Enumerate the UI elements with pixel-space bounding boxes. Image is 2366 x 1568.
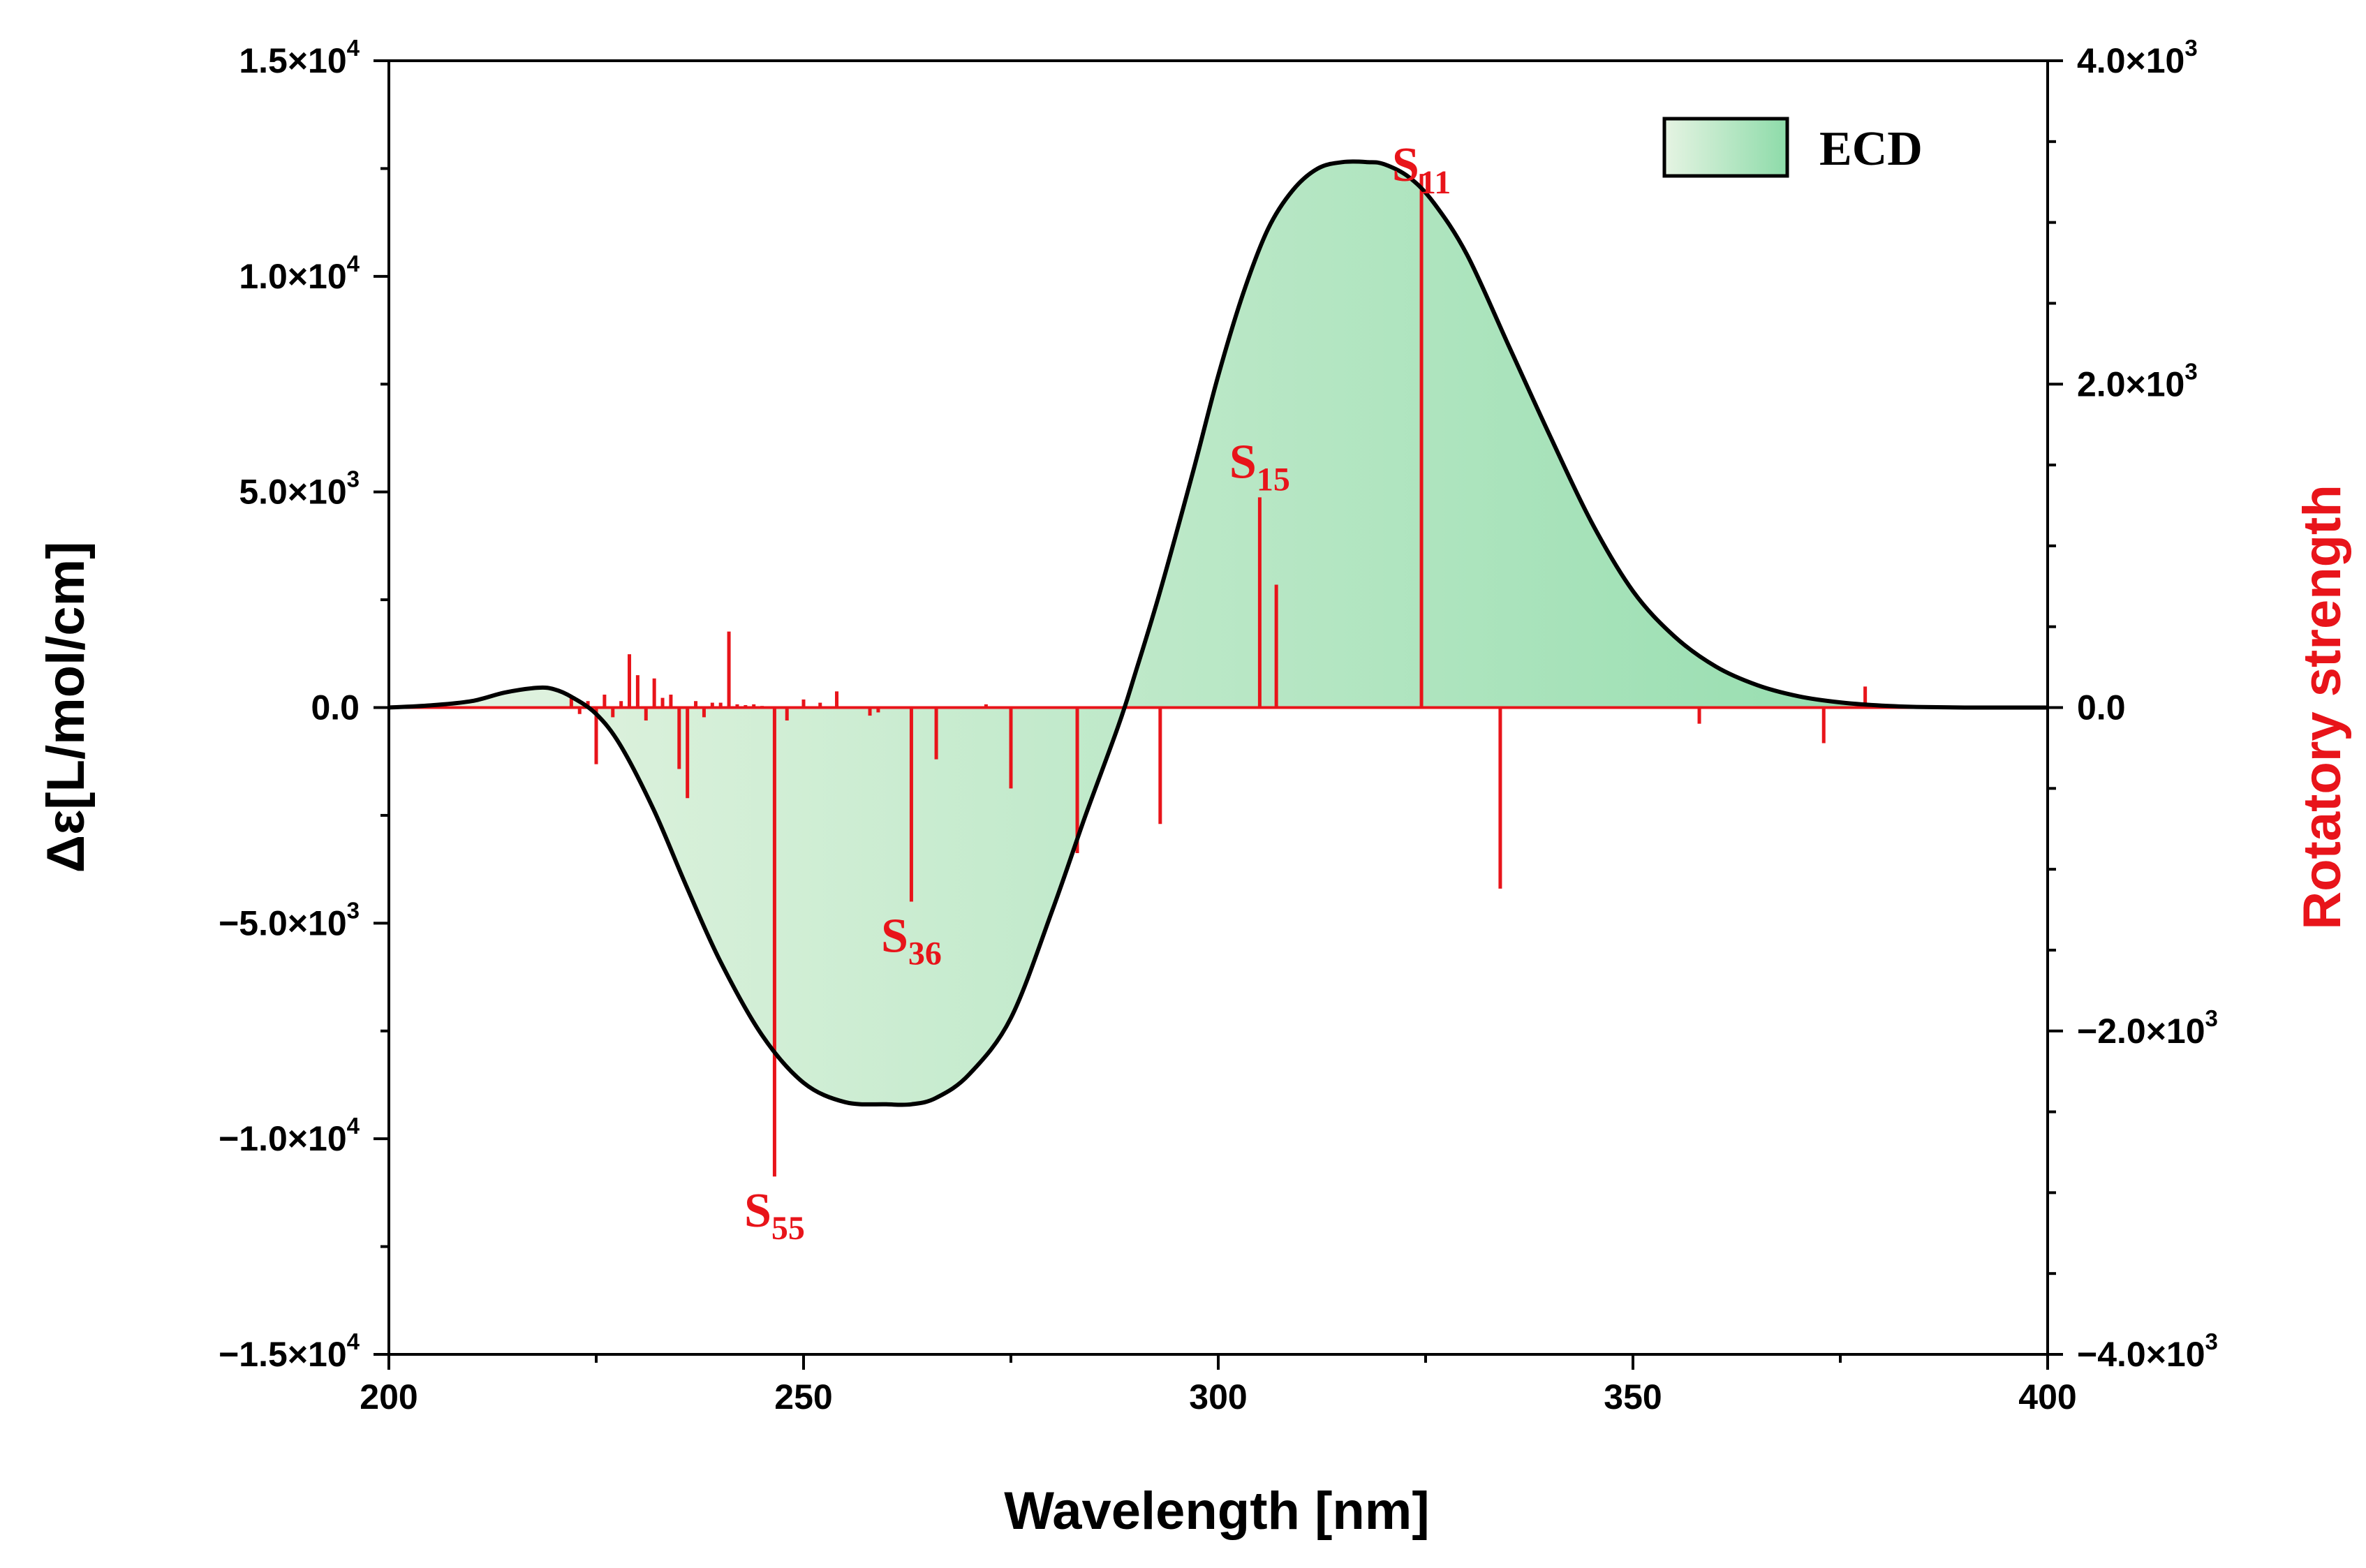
left-tick-label: 1.5×104	[239, 35, 360, 80]
x-tick-label: 350	[1604, 1377, 1662, 1417]
legend-label-ecd: ECD	[1819, 122, 1923, 176]
right-tick-label: 4.0×103	[2077, 35, 2198, 80]
x-tick-label: 200	[360, 1377, 417, 1417]
peak-label-s15: S15	[1229, 435, 1290, 498]
right-tick-label: 0.0	[2077, 688, 2126, 727]
x-axis-title: Wavelength [nm]	[1004, 1481, 1429, 1541]
right-axis-title: Rotatory strength	[2293, 485, 2352, 930]
left-tick-label: 5.0×103	[239, 466, 360, 512]
x-axis-ticks: 200 250 300 350 400	[360, 1354, 2077, 1417]
right-axis-ticks: 4.0×103 2.0×103 0.0 −2.0×103 −4.0×103	[2048, 35, 2218, 1374]
x-tick-label: 400	[2018, 1377, 2076, 1417]
left-tick-label: 0.0	[311, 688, 360, 727]
legend: ECD	[1662, 117, 1923, 178]
right-tick-label: 2.0×103	[2077, 358, 2198, 404]
x-tick-label: 250	[774, 1377, 832, 1417]
peak-label-s11: S11	[1392, 138, 1451, 201]
peak-label-s36: S36	[881, 909, 942, 972]
left-tick-label: −1.5×104	[219, 1329, 360, 1374]
left-axis-ticks: 1.5×104 1.0×104 5.0×103 0.0 −5.0×103 −1.0×104…	[219, 35, 389, 1374]
peak-label-s55: S55	[744, 1184, 805, 1247]
left-tick-label: −1.0×104	[219, 1113, 360, 1158]
left-tick-label: 1.0×104	[239, 251, 360, 296]
x-tick-label: 300	[1189, 1377, 1247, 1417]
rotatory-strength-sticks	[569, 174, 1868, 1177]
left-axis-title: Δε[L/mol/cm]	[36, 542, 96, 873]
legend-swatch-ecd	[1662, 117, 1789, 178]
left-tick-label: −5.0×103	[219, 897, 360, 942]
right-tick-label: −2.0×103	[2077, 1005, 2218, 1051]
peak-annotations: S11 S15 S36 S55	[744, 138, 1451, 1247]
ecd-curve-line	[388, 159, 2048, 1107]
right-tick-label: −4.0×103	[2077, 1329, 2218, 1374]
ecd-area-fill	[389, 161, 2048, 1105]
